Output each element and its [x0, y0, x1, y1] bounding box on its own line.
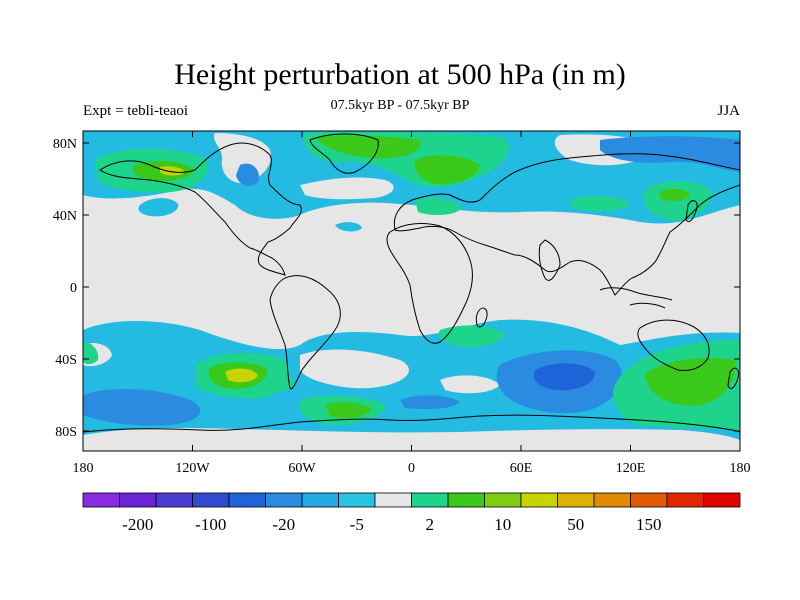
- x-tick-label: 120E: [616, 461, 646, 476]
- colorbar-swatch: [374, 492, 412, 508]
- colorbar-label: -200: [122, 515, 153, 534]
- x-tick-label: 60W: [288, 461, 316, 476]
- coast-japan: [685, 200, 698, 223]
- contour-blue-nh-west: [236, 163, 259, 186]
- contour-blue-nh-east: [600, 136, 740, 172]
- contour-yellow-sh-southpacific: [225, 368, 258, 383]
- contour-blue-sh-southatlantic: [400, 395, 460, 410]
- colorbar-swatch: [119, 492, 157, 508]
- contour-lime-nh-atlantic: [315, 135, 421, 159]
- contour-green-asia: [570, 195, 630, 212]
- colorbar-swatch: [265, 492, 303, 508]
- x-axis: 180 120W 60W 0 60E 120E 180: [73, 131, 751, 476]
- colorbar-label: -5: [350, 515, 364, 534]
- contour-lime-nh-europe: [414, 155, 480, 185]
- contour-lime-sh-weddell: [325, 402, 372, 418]
- contour-yellow-nh-pacific: [160, 166, 185, 176]
- contour-blue-sh-pacific: [83, 388, 201, 426]
- coast-new-zealand: [727, 367, 739, 389]
- contour-green-africa-south: [438, 325, 505, 348]
- coast-antarctica: [83, 414, 740, 433]
- colorbar-swatch: [557, 492, 595, 508]
- contour-fills: [83, 131, 740, 451]
- colorbar-swatch: [593, 492, 631, 508]
- colorbar-swatch: [630, 492, 668, 508]
- contour-darkblue-sh-indian: [533, 363, 595, 391]
- coast-north-america: [99, 142, 302, 276]
- y-tick-label: 80S: [55, 425, 77, 440]
- coast-africa: [386, 223, 473, 344]
- map-title: Height perturbation at 500 hPa (in m): [174, 58, 626, 91]
- colorbar-swatch: [703, 492, 741, 508]
- colorbar-swatch: [447, 492, 485, 508]
- x-tick-label: 0: [408, 461, 415, 476]
- contour-green-mediterranean: [415, 197, 462, 216]
- contour-cyan-blob-pacific: [138, 198, 179, 217]
- y-tick-label: 0: [70, 281, 77, 296]
- x-tick-label: 180: [73, 461, 94, 476]
- coastlines: [83, 133, 740, 433]
- colorbar-label: -20: [272, 515, 295, 534]
- y-tick-label: 80N: [53, 137, 77, 152]
- colorbar-label: 2: [426, 515, 435, 534]
- contour-green-south-america: [265, 373, 295, 392]
- y-axis: 80N 40N 0 40S 80S: [53, 137, 740, 440]
- coast-greenland: [309, 133, 379, 174]
- colorbar-swatch: [411, 492, 449, 508]
- coast-australia: [637, 319, 710, 371]
- coast-indonesia: [599, 287, 673, 309]
- contour-cyan-blob-atlantic: [335, 222, 362, 232]
- colorbar-label: 150: [636, 515, 662, 534]
- season-label: JJA: [717, 103, 740, 119]
- coast-eurasia: [393, 153, 740, 296]
- x-tick-label: 120W: [175, 461, 210, 476]
- colorbar-label: 10: [494, 515, 511, 534]
- experiment-label: Expt = tebli-teaoi: [83, 103, 189, 119]
- colorbar-swatch: [520, 492, 558, 508]
- colorbar-swatch: [82, 492, 120, 508]
- contour-lime-japan: [660, 188, 690, 202]
- colorbar-swatch: [338, 492, 376, 508]
- colorbar-label: -100: [195, 515, 226, 534]
- colorbar-swatch: [484, 492, 522, 508]
- coast-india: [538, 239, 561, 281]
- contour-lime-sh-australia: [645, 358, 736, 406]
- x-tick-label: 60E: [510, 461, 533, 476]
- contour-gray-patch-nh-2: [300, 177, 394, 200]
- contour-gray-antarctic: [83, 427, 740, 451]
- contour-gray-sh-atlantic: [300, 349, 409, 389]
- x-tick-label: 180: [730, 461, 751, 476]
- contour-gray-sh-indian: [440, 375, 500, 394]
- colorbar-swatch: [155, 492, 193, 508]
- colorbar-swatch: [228, 492, 266, 508]
- coast-south-america: [269, 275, 341, 390]
- coast-madagascar: [475, 307, 488, 328]
- colorbar-swatch: [666, 492, 704, 508]
- colorbar: -200 -100 -20 -5 2 10 50 150: [82, 492, 741, 534]
- y-tick-label: 40S: [55, 353, 77, 368]
- colorbar-label: 50: [567, 515, 584, 534]
- colorbar-swatch: [192, 492, 230, 508]
- map-subtitle: 07.5kyr BP - 07.5kyr BP: [330, 98, 470, 113]
- map-panel: [82, 130, 741, 452]
- y-tick-label: 40N: [53, 209, 77, 224]
- colorbar-swatch: [301, 492, 339, 508]
